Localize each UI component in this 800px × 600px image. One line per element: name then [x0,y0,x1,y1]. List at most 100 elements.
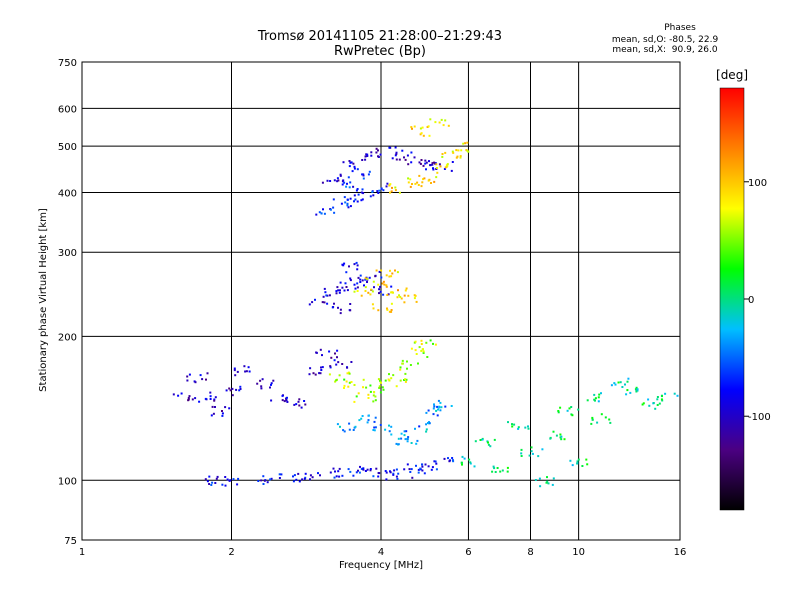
data-point [429,164,432,167]
data-point [378,385,381,388]
data-point [418,161,421,164]
data-point [656,404,659,406]
data-point [333,359,336,362]
data-point [388,430,391,433]
data-point [590,422,593,425]
data-point [379,391,382,394]
data-point [353,400,356,403]
data-point [499,470,502,473]
data-point [367,397,370,399]
data-point [389,191,391,194]
data-point [399,295,402,298]
data-point [376,190,379,193]
data-point [570,406,573,408]
data-point [627,377,630,380]
data-point [460,461,463,464]
data-point [418,425,421,428]
data-point [333,302,335,305]
data-point [385,285,388,288]
data-point [229,389,232,392]
data-point [432,407,435,410]
data-point [373,286,375,289]
data-point [375,151,378,154]
data-point [429,339,432,342]
data-point [658,402,661,405]
data-point [341,180,344,183]
data-point [357,469,359,472]
data-point [451,150,454,153]
data-point [366,153,369,156]
data-point [364,155,367,158]
data-point [362,468,365,471]
data-point [315,213,318,216]
data-point [384,428,387,431]
data-point [422,134,425,137]
data-point [546,476,548,479]
data-point [591,416,594,419]
data-point [233,367,236,370]
data-point [446,164,449,167]
data-point [442,124,445,127]
data-point [487,443,490,446]
data-point [520,448,523,451]
colorbar-tick-label: 0 [748,295,754,306]
data-point [369,384,372,387]
data-point [423,177,426,180]
data-point [355,189,358,192]
data-point [559,406,562,409]
data-point [348,165,351,168]
data-point [586,463,589,466]
data-point [349,161,352,164]
data-point [228,407,231,410]
data-point [576,460,579,463]
data-point [347,371,350,374]
data-point [409,471,412,473]
data-point [436,171,439,174]
data-point [571,414,574,417]
x-tick-labels: 1 2 4 6 8 10 16 [79,547,687,558]
data-point [362,386,364,389]
data-point [635,386,638,389]
data-point [401,359,404,362]
data-point [397,472,400,475]
data-point [293,403,296,406]
data-point [332,467,335,470]
data-point [343,181,346,184]
data-point [172,393,175,396]
data-point [369,469,372,472]
data-point [221,412,224,415]
data-point [545,481,548,484]
data-point [345,286,348,288]
data-point [487,441,489,444]
data-point [345,185,348,188]
data-point [414,182,417,185]
data-point [319,372,322,375]
data-point [388,275,391,278]
data-point [221,414,224,417]
data-point [374,399,377,402]
data-point [530,450,533,453]
phase-heading: Phases [664,23,696,33]
data-point [337,470,340,473]
data-point [293,474,296,477]
data-point [355,395,358,398]
data-point [415,300,418,303]
data-point [343,384,346,387]
data-point [451,459,454,462]
data-point [346,182,348,185]
data-point [557,410,560,412]
data-point [193,380,196,383]
data-point [378,270,381,273]
data-point [286,401,289,403]
y-tick-label: 300 [58,248,77,259]
data-point [416,181,419,184]
data-point [199,374,202,377]
data-point [455,156,458,159]
data-point [379,381,382,384]
data-point [318,211,321,214]
data-point [186,379,189,382]
x-tick-label: 8 [527,547,533,558]
data-point [546,480,549,483]
data-point [443,168,446,170]
data-point [295,403,298,406]
